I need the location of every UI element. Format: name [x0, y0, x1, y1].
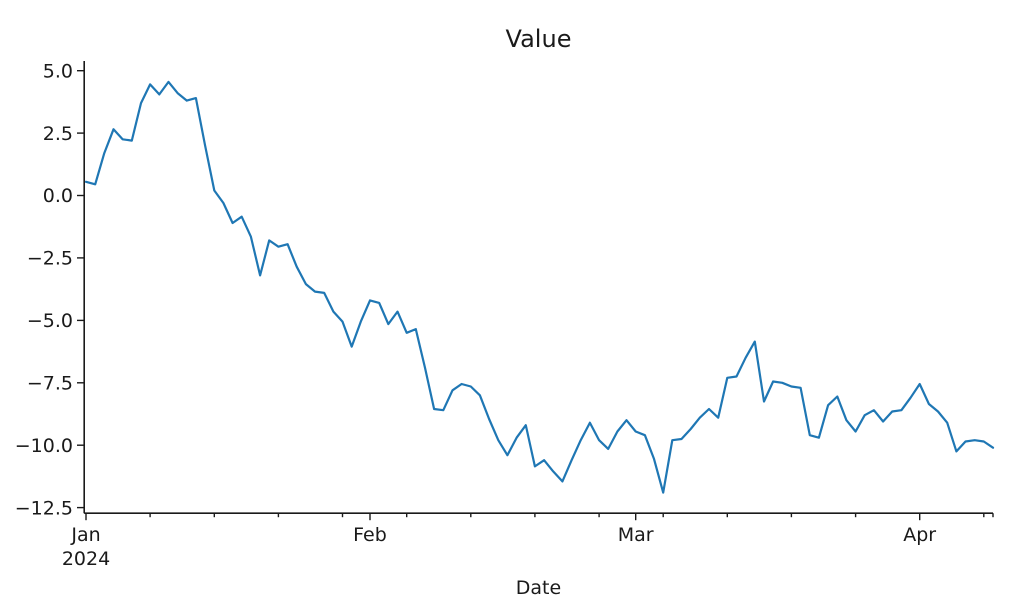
y-tick-label: −10.0: [15, 435, 73, 457]
y-tick-label: −5.0: [27, 310, 73, 332]
x-tick-label: Mar: [618, 524, 654, 546]
x-tick-label: Apr: [903, 524, 936, 546]
tick-marks: [77, 69, 994, 521]
y-tick-label: 2.5: [43, 123, 73, 145]
x-tick-label: Jan: [70, 524, 100, 546]
y-tick-label: 0.0: [43, 185, 73, 207]
y-tick-label: −12.5: [15, 497, 73, 519]
y-tick-label: −7.5: [27, 372, 73, 394]
x-axis-label: Date: [516, 577, 561, 599]
x-tick-sublabel: 2024: [62, 548, 110, 570]
y-tick-label: 5.0: [43, 60, 73, 82]
chart-title: Value: [506, 25, 572, 53]
y-tick-label: −2.5: [27, 248, 73, 270]
line-series: [84, 80, 995, 494]
x-tick-label: Feb: [353, 524, 387, 546]
